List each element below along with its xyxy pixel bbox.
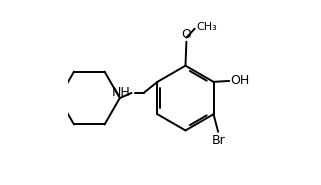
Text: NH: NH [112,86,131,100]
Text: OH: OH [230,74,249,88]
Text: CH₃: CH₃ [196,22,217,32]
Text: O: O [181,28,191,41]
Text: Br: Br [211,134,225,147]
